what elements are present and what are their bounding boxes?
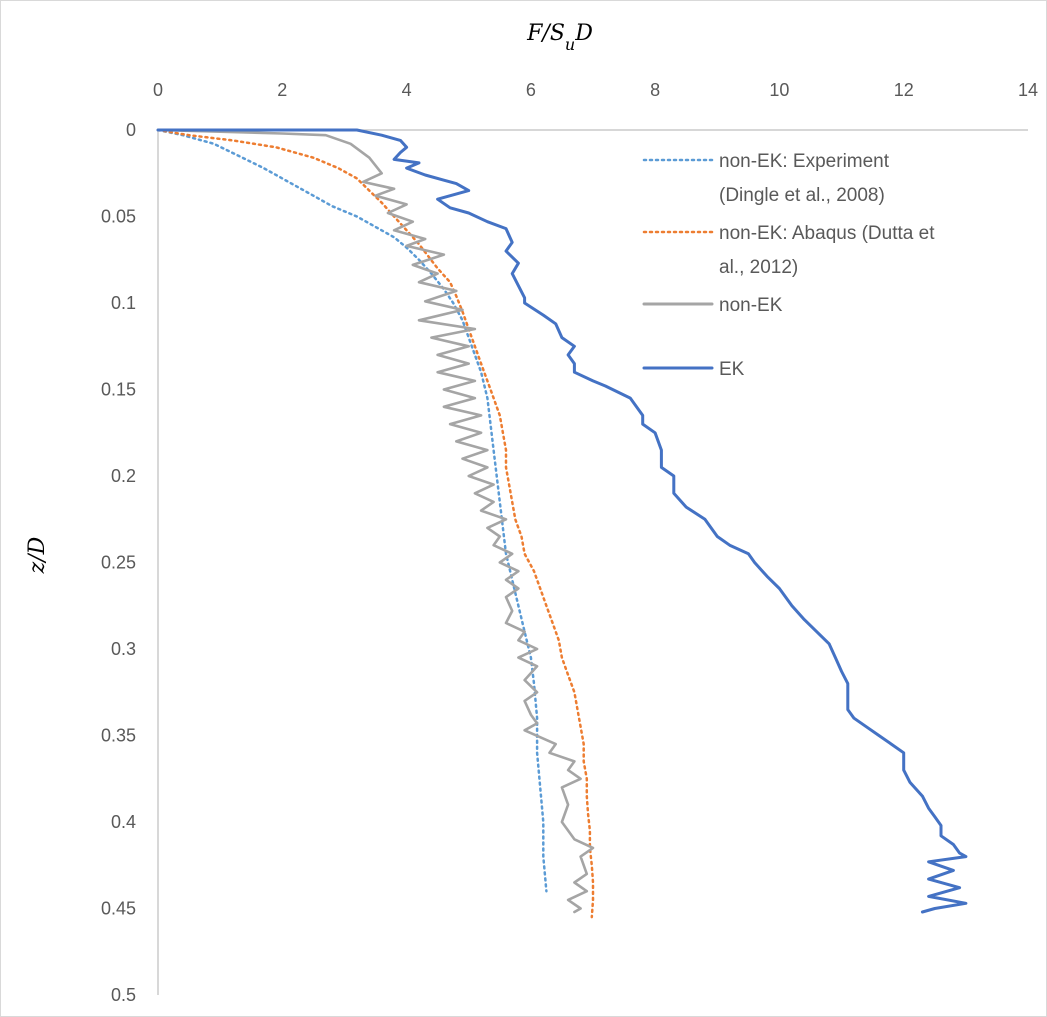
y-tick-label: 0.45	[101, 899, 136, 919]
x-tick-label: 0	[153, 80, 163, 100]
series-line-ek	[156, 128, 968, 914]
x-axis-title: F/SuD	[526, 21, 593, 54]
x-tick-label: 8	[650, 80, 660, 100]
tick-labels-layer: 0 2 4 6 8 10 12 14 0 0.05 0.1 0.15 0.2 0.25 0.3 0.35 0.4…	[101, 80, 1038, 1005]
legend-label: non-EK	[719, 295, 783, 316]
y-tick-label: 0.15	[101, 380, 136, 400]
y-tick-label: 0.05	[101, 207, 136, 227]
legend: non-EK: Experiment (Dingle et al., 2008) n…	[642, 151, 935, 380]
y-tick-label: 0	[126, 120, 136, 140]
y-tick-label: 0.4	[111, 812, 136, 832]
y-tick-label: 0.35	[101, 726, 136, 746]
series-line-non-ek	[156, 128, 595, 914]
legend-label: (Dingle et al., 2008)	[719, 185, 885, 206]
x-tick-label: 6	[526, 80, 536, 100]
legend-label: non-EK: Experiment	[719, 151, 890, 172]
y-tick-label: 0.1	[111, 293, 136, 313]
x-tick-label: 14	[1018, 80, 1038, 100]
y-axis-title: z/D	[25, 536, 50, 574]
x-tick-label: 2	[277, 80, 287, 100]
y-tick-label: 0.3	[111, 639, 136, 659]
series-layer	[156, 128, 968, 919]
x-tick-label: 4	[402, 80, 412, 100]
legend-label: non-EK: Abaqus (Dutta et	[719, 223, 935, 244]
x-tick-label: 12	[894, 80, 914, 100]
series-line-non-ek-experiment-dingle-et-al-2008	[156, 128, 548, 893]
y-tick-label: 0.25	[101, 553, 136, 573]
axes-layer	[157, 129, 1028, 995]
legend-label: EK	[719, 359, 745, 380]
x-tick-label: 10	[769, 80, 789, 100]
y-tick-label: 0.5	[111, 985, 136, 1005]
y-tick-label: 0.2	[111, 466, 136, 486]
series-line-non-ek-abaqus-dutta-et-al-2012	[156, 128, 595, 919]
legend-label: al., 2012)	[719, 257, 798, 278]
